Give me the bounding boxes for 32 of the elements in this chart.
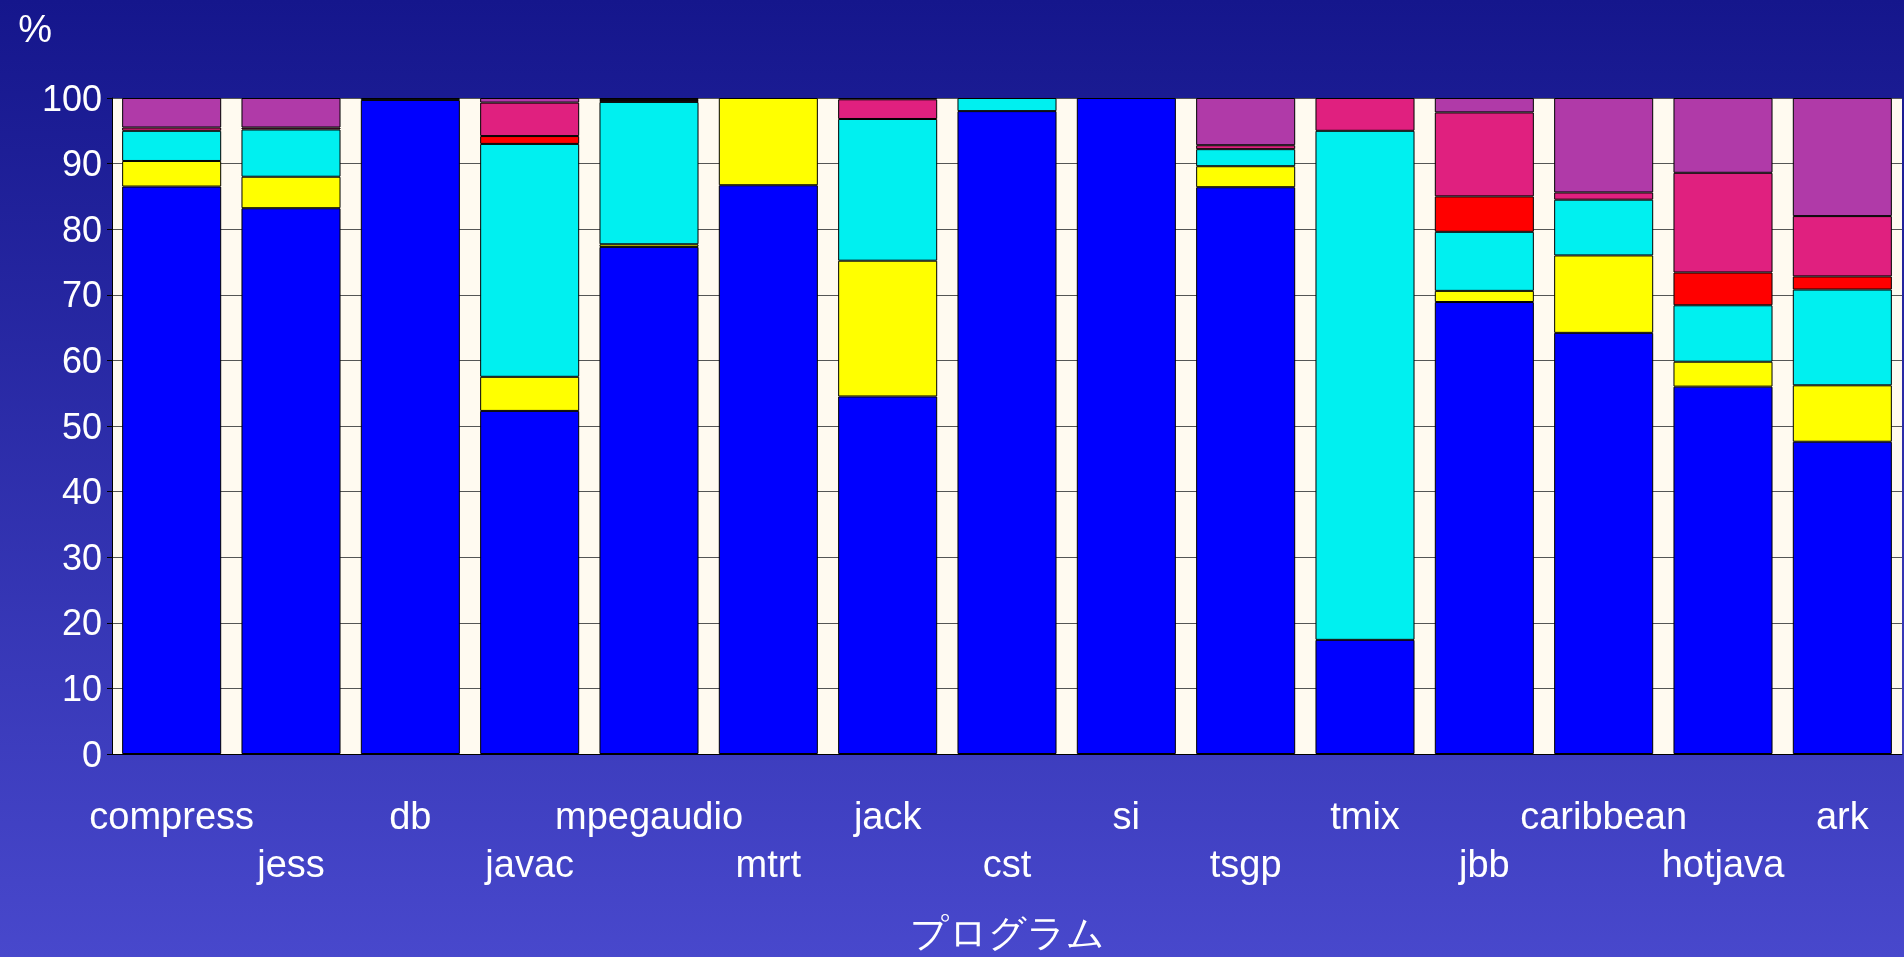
- x-tick-label: jack: [852, 795, 923, 837]
- x-tick-label: jbb: [1457, 843, 1510, 885]
- x-tick-label: caribbean: [1520, 795, 1688, 837]
- y-tick-label: 30: [61, 536, 102, 578]
- x-tick-label: hotjava: [1661, 843, 1786, 885]
- bar: [241, 98, 341, 128]
- x-tick-label: tmix: [1330, 795, 1400, 837]
- y-tick-label: 80: [61, 208, 102, 250]
- y-tick-label: 60: [61, 339, 102, 381]
- x-tick-label: mtrt: [735, 843, 802, 885]
- y-tick-label: 0: [81, 733, 102, 775]
- x-tick-label: ark: [1815, 795, 1870, 837]
- x-tick-label: tsgp: [1209, 843, 1282, 885]
- x-tick-label: cst: [982, 843, 1032, 885]
- bar: [1196, 98, 1296, 146]
- y-tick-label: 100: [41, 77, 102, 119]
- x-axis-title: プログラム: [909, 911, 1105, 955]
- y-tick-label: 20: [61, 602, 102, 644]
- bar: [122, 98, 222, 128]
- x-tick-label: compress: [89, 795, 255, 837]
- x-tick-label: mpegaudio: [554, 795, 744, 837]
- y-tick-label: 70: [61, 274, 102, 316]
- x-tick-label: db: [389, 795, 432, 837]
- bar: [599, 101, 699, 245]
- y-axis-title: %: [18, 8, 52, 50]
- y-tick-label: 50: [61, 405, 102, 447]
- y-tick-label: 90: [61, 143, 102, 185]
- y-tick-label: 10: [61, 667, 102, 709]
- y-tick-label: 40: [61, 471, 102, 513]
- x-tick-label: si: [1112, 795, 1141, 837]
- x-tick-label: jess: [256, 843, 325, 885]
- x-tick-label: javac: [484, 843, 575, 885]
